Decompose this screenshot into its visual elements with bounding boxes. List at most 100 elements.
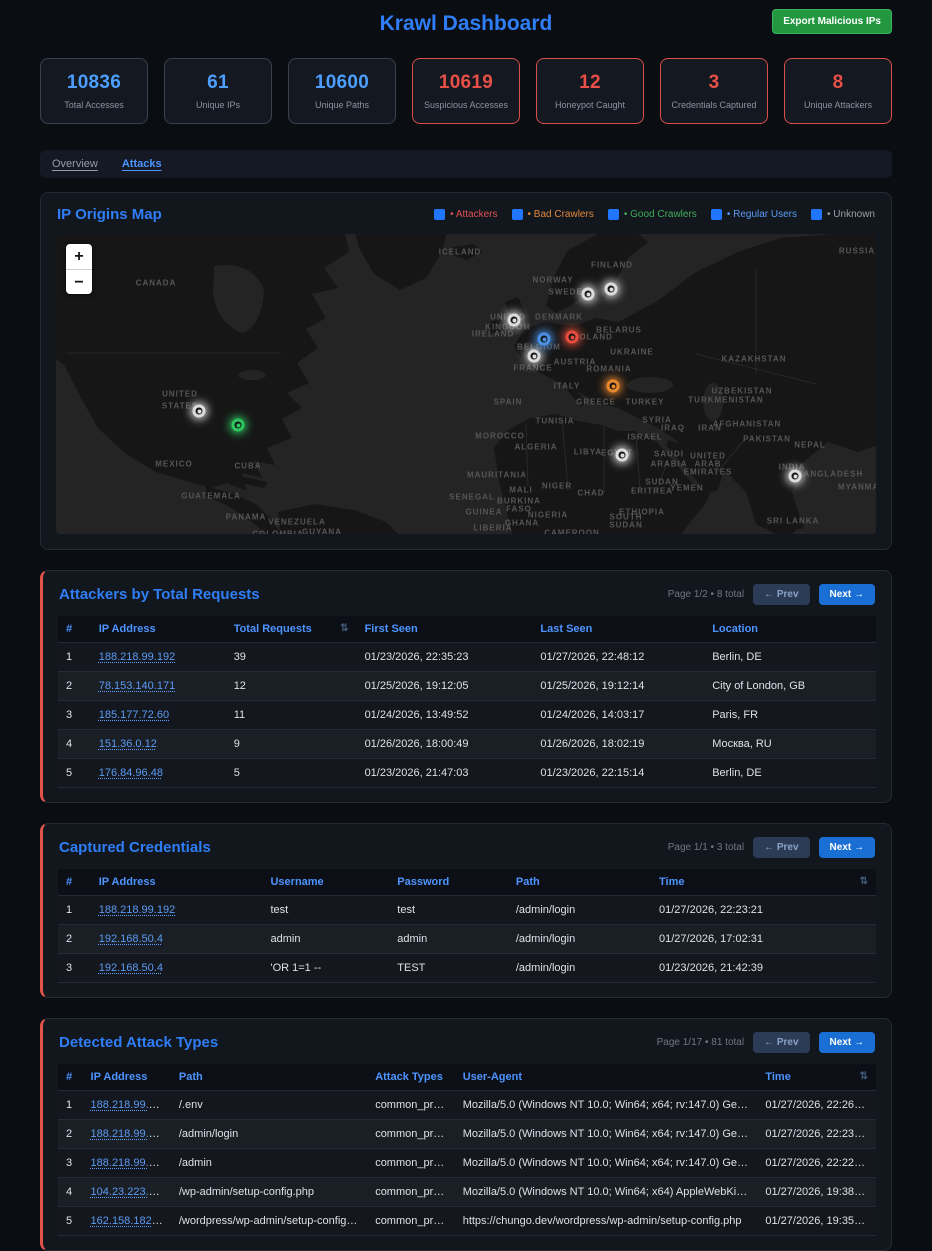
sort-icon[interactable]: ⇅ [860, 1071, 868, 1082]
credentials-header: Captured Credentials Page 1/1 • 3 total … [43, 824, 891, 869]
column-label: Path [179, 1071, 203, 1083]
table-row: 278.153.140.1711201/25/2026, 19:12:0501/… [58, 672, 876, 701]
table-cell: https://chungo.dev/wordpress/wp-admin/se… [455, 1207, 758, 1236]
table-cell: Berlin, DE [704, 643, 876, 672]
prev-button[interactable]: ← Prev [753, 837, 809, 858]
map-marker[interactable] [528, 350, 541, 363]
column-header[interactable]: Last Seen [532, 616, 704, 643]
map-marker[interactable] [538, 333, 551, 346]
export-malicious-ips-button[interactable]: Export Malicious IPs [772, 9, 892, 34]
map-marker[interactable] [566, 331, 579, 344]
column-header[interactable]: Path [171, 1064, 367, 1091]
map-marker[interactable] [605, 283, 618, 296]
column-header[interactable]: Attack Types [367, 1064, 455, 1091]
column-header[interactable]: Total Requests⇅ [226, 616, 357, 643]
column-header[interactable]: # [58, 616, 91, 643]
prev-button[interactable]: ← Prev [753, 584, 809, 605]
sort-icon[interactable]: ⇅ [340, 623, 348, 634]
ip-link[interactable]: 188.218.99.192 [99, 651, 175, 663]
table-cell: 9 [226, 730, 357, 759]
attack-types-title: Detected Attack Types [59, 1034, 218, 1051]
table-row: 5176.84.96.48501/23/2026, 21:47:0301/23/… [58, 759, 876, 788]
table-cell: 01/27/2026, 19:35:33 [757, 1207, 876, 1236]
table-cell: 5 [226, 759, 357, 788]
column-header[interactable]: # [58, 869, 91, 896]
column-header[interactable]: Time⇅ [651, 869, 876, 896]
zoom-out-button[interactable]: − [66, 269, 92, 294]
map-panel-header: IP Origins Map Attackers Bad Crawlers Go… [41, 193, 891, 234]
stat-value: 10836 [67, 72, 121, 94]
checkbox-icon[interactable] [434, 209, 445, 220]
checkbox-icon[interactable] [711, 209, 722, 220]
checkbox-icon[interactable] [512, 209, 523, 220]
checkbox-icon[interactable] [608, 209, 619, 220]
table-cell: /admin/login [171, 1120, 367, 1149]
table-cell: 188.218.99.192 [83, 1120, 171, 1149]
legend-item[interactable]: Regular Users [711, 209, 797, 220]
checkbox-icon[interactable] [811, 209, 822, 220]
ip-link[interactable]: 104.23.223.128 [91, 1186, 167, 1198]
stat-value: 8 [833, 72, 844, 94]
column-header[interactable]: # [58, 1064, 83, 1091]
ip-link[interactable]: 188.218.99.192 [99, 904, 175, 916]
column-header[interactable]: Path [508, 869, 651, 896]
next-button[interactable]: Next → [819, 837, 875, 858]
ip-origins-map-panel: IP Origins Map Attackers Bad Crawlers Go… [40, 192, 892, 550]
table-cell: 188.218.99.192 [83, 1091, 171, 1120]
map-marker[interactable] [232, 419, 245, 432]
table-header-row: #IP AddressUsernamePasswordPathTime⇅ [58, 869, 876, 896]
table-row: 2188.218.99.192/admin/logincommon_probes… [58, 1120, 876, 1149]
map-marker[interactable] [508, 314, 521, 327]
column-header[interactable]: First Seen [357, 616, 533, 643]
legend-item[interactable]: Unknown [811, 209, 875, 220]
zoom-in-button[interactable]: + [66, 244, 92, 269]
map-marker[interactable] [582, 288, 595, 301]
column-header[interactable]: User-Agent [455, 1064, 758, 1091]
column-header[interactable]: IP Address [83, 1064, 171, 1091]
map-marker[interactable] [616, 449, 629, 462]
map-canvas[interactable]: CANADAICELANDRUSSIANORWAYSWEDENFINLANDUN… [56, 234, 876, 534]
ip-link[interactable]: 185.177.72.60 [99, 709, 169, 721]
table-header-row: #IP AddressTotal Requests⇅First SeenLast… [58, 616, 876, 643]
ip-link[interactable]: 162.158.182.104 [91, 1215, 171, 1227]
table-cell: Mozilla/5.0 (Windows NT 10.0; Win64; x64… [455, 1178, 758, 1207]
map-marker[interactable] [789, 470, 802, 483]
map-legend: Attackers Bad Crawlers Good Crawlers Reg… [434, 209, 875, 220]
stat-value: 3 [709, 72, 720, 94]
ip-link[interactable]: 176.84.96.48 [99, 767, 163, 779]
legend-item[interactable]: Attackers [434, 209, 497, 220]
next-button[interactable]: Next → [819, 584, 875, 605]
table-cell: 01/27/2026, 22:22:54 [757, 1149, 876, 1178]
tab-item[interactable]: Overview [52, 158, 98, 170]
stat-card: 10619 Suspicious Accesses [412, 58, 520, 124]
table-cell: common_probes [367, 1120, 455, 1149]
map-marker[interactable] [607, 380, 620, 393]
ip-link[interactable]: 188.218.99.192 [91, 1157, 167, 1169]
ip-link[interactable]: 151.36.0.12 [99, 738, 157, 750]
ip-link[interactable]: 188.218.99.192 [91, 1099, 167, 1111]
ip-link[interactable]: 78.153.140.171 [99, 680, 175, 692]
legend-item[interactable]: Bad Crawlers [512, 209, 594, 220]
sort-icon[interactable]: ⇅ [860, 876, 868, 887]
tab-item[interactable]: Attacks [122, 158, 162, 170]
prev-button[interactable]: ← Prev [753, 1032, 809, 1053]
next-button[interactable]: Next → [819, 1032, 875, 1053]
ip-link[interactable]: 188.218.99.192 [91, 1128, 167, 1140]
column-header[interactable]: Location [704, 616, 876, 643]
top-bar: Krawl Dashboard Export Malicious IPs [40, 0, 892, 48]
column-header[interactable]: Username [262, 869, 389, 896]
map-marker[interactable] [193, 405, 206, 418]
ip-link[interactable]: 192.168.50.4 [99, 933, 163, 945]
table-cell: Berlin, DE [704, 759, 876, 788]
stats-row: 10836 Total Accesses 61 Unique IPs 10600… [40, 58, 892, 124]
column-header[interactable]: Time⇅ [757, 1064, 876, 1091]
column-header[interactable]: Password [389, 869, 508, 896]
ip-link[interactable]: 192.168.50.4 [99, 962, 163, 974]
column-header[interactable]: IP Address [91, 869, 263, 896]
legend-item[interactable]: Good Crawlers [608, 209, 697, 220]
table-cell: 4 [58, 1178, 83, 1207]
table-cell: 39 [226, 643, 357, 672]
attack-types-section: Detected Attack Types Page 1/17 • 81 tot… [40, 1018, 892, 1251]
column-header[interactable]: IP Address [91, 616, 226, 643]
legend-label: Bad Crawlers [528, 209, 594, 220]
